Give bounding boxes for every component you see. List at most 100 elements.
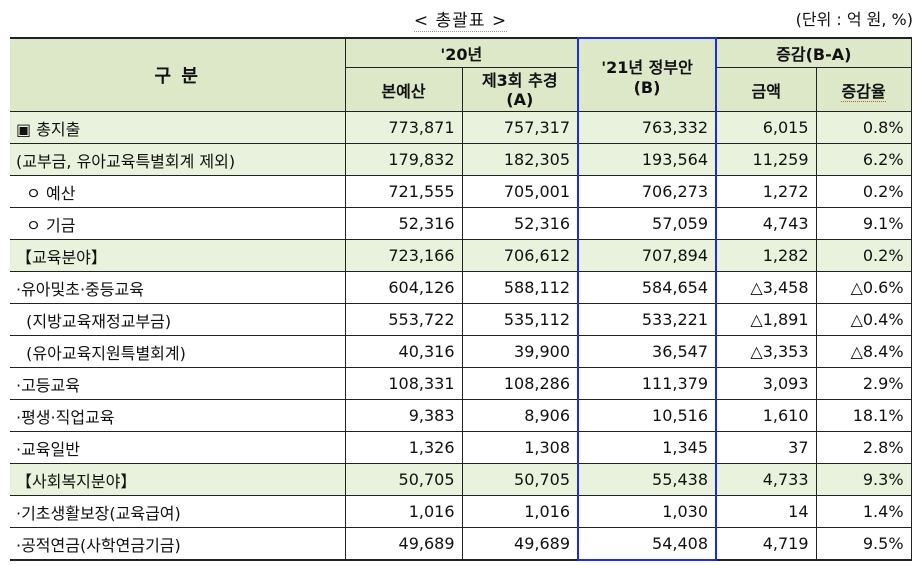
row-label: (교부금, 유아교육특별회계 제외) [10,143,346,176]
cell-rate: △8.4% [815,335,912,368]
row-label: 【교육분야】 [10,239,346,272]
cell-amount: 11,259 [715,143,817,176]
cell-supp: 182,305 [461,143,579,176]
row-label: ▣ 총지출 [10,111,346,144]
cell-supp: 1,308 [461,431,579,464]
row-label: ·평생·직업교육 [10,399,346,432]
cell-rate: 1.4% [815,495,912,528]
cell-2021: 533,221 [577,303,718,336]
table-row: ·유아및초·중등교육 604,126 588,112 584,654 △3,45… [10,271,912,304]
cell-rate: △0.4% [815,303,912,336]
cell-supp: 588,112 [461,271,579,304]
header-change: 증감(B-A) [715,37,912,68]
cell-rate: 0.8% [815,111,912,144]
header-budget: 본예산 [344,67,463,112]
cell-amount: 4,719 [715,527,817,561]
header-rate: 증감율 [815,67,912,112]
cell-amount: 4,733 [715,463,817,496]
header-category: 구 분 [10,37,346,112]
cell-amount: △3,353 [715,335,817,368]
header-supplementary: 제3회 추경 (A) [461,67,579,112]
cell-supp: 50,705 [461,463,579,496]
row-label: ㅇ 예산 [10,175,346,208]
cell-amount: 3,093 [715,367,817,400]
cell-amount: 14 [715,495,817,528]
cell-rate: 18.1% [815,399,912,432]
table-row: ▣ 총지출 773,871 757,317 763,332 6,015 0.8% [10,111,912,144]
table-title: < 총괄표 > [413,11,508,32]
cell-amount: △1,891 [715,303,817,336]
cell-rate: △0.6% [815,271,912,304]
cell-budget: 721,555 [344,175,463,208]
cell-supp: 535,112 [461,303,579,336]
cell-2021: 706,273 [577,175,718,208]
table-row: ·고등교육 108,331 108,286 111,379 3,093 2.9% [10,367,912,400]
table-row: (지방교육재정교부금) 553,722 535,112 533,221 △1,8… [10,303,912,336]
header-year-2020: '20년 [344,37,579,68]
summary-table: 구 분 '20년 '21년 정부안 (B) 증감(B-A) 본예산 제3회 추경… [10,37,912,561]
cell-budget: 9,383 [344,399,463,432]
cell-budget: 1,326 [344,431,463,464]
row-label: (지방교육재정교부금) [10,303,346,336]
cell-2021: 55,438 [577,463,718,496]
cell-amount: 1,610 [715,399,817,432]
header-amount: 금액 [715,67,817,112]
cell-rate: 0.2% [815,239,912,272]
cell-budget: 1,016 [344,495,463,528]
cell-rate: 6.2% [815,143,912,176]
table-row: ㅇ 기금 52,316 52,316 57,059 4,743 9.1% [10,207,912,240]
cell-2021: 1,030 [577,495,718,528]
cell-budget: 40,316 [344,335,463,368]
table-row: ㅇ 예산 721,555 705,001 706,273 1,272 0.2% [10,175,912,208]
cell-budget: 49,689 [344,527,463,561]
table-row: ·공적연금(사학연금기금) 49,689 49,689 54,408 4,719… [10,527,912,561]
cell-amount: 1,272 [715,175,817,208]
cell-2021: 707,894 [577,239,718,272]
cell-2021: 36,547 [577,335,718,368]
table-row: ·교육일반 1,326 1,308 1,345 37 2.8% [10,431,912,464]
table-row: (교부금, 유아교육특별회계 제외) 179,832 182,305 193,5… [10,143,912,176]
cell-2021: 1,345 [577,431,718,464]
cell-amount: △3,458 [715,271,817,304]
cell-2021: 193,564 [577,143,718,176]
table-row: ·평생·직업교육 9,383 8,906 10,516 1,610 18.1% [10,399,912,432]
cell-2021: 10,516 [577,399,718,432]
cell-budget: 108,331 [344,367,463,400]
cell-budget: 553,722 [344,303,463,336]
cell-budget: 723,166 [344,239,463,272]
cell-rate: 0.2% [815,175,912,208]
cell-2021: 763,332 [577,111,718,144]
cell-rate: 9.5% [815,527,912,561]
row-label: ·기초생활보장(교육급여) [10,495,346,528]
cell-supp: 49,689 [461,527,579,561]
cell-supp: 52,316 [461,207,579,240]
cell-supp: 39,900 [461,335,579,368]
table-row: 【사회복지분야】 50,705 50,705 55,438 4,733 9.3% [10,463,912,496]
row-label: (유아교육지원특별회계) [10,335,346,368]
cell-supp: 705,001 [461,175,579,208]
cell-supp: 706,612 [461,239,579,272]
table-row: 【교육분야】 723,166 706,612 707,894 1,282 0.2… [10,239,912,272]
cell-budget: 773,871 [344,111,463,144]
row-label: ㅇ 기금 [10,207,346,240]
cell-2021: 584,654 [577,271,718,304]
cell-budget: 52,316 [344,207,463,240]
cell-amount: 4,743 [715,207,817,240]
row-label: ·교육일반 [10,431,346,464]
cell-2021: 57,059 [577,207,718,240]
cell-supp: 757,317 [461,111,579,144]
cell-budget: 604,126 [344,271,463,304]
header-2021-proposal: '21년 정부안 (B) [577,37,718,112]
cell-supp: 108,286 [461,367,579,400]
cell-supp: 1,016 [461,495,579,528]
cell-rate: 9.3% [815,463,912,496]
cell-amount: 6,015 [715,111,817,144]
cell-rate: 2.9% [815,367,912,400]
table-row: (유아교육지원특별회계) 40,316 39,900 36,547 △3,353… [10,335,912,368]
cell-supp: 8,906 [461,399,579,432]
cell-rate: 2.8% [815,431,912,464]
row-label: 【사회복지분야】 [10,463,346,496]
row-label: ·공적연금(사학연금기금) [10,527,346,561]
unit-note: (단위 : 억 원, %) [795,10,913,29]
cell-budget: 179,832 [344,143,463,176]
